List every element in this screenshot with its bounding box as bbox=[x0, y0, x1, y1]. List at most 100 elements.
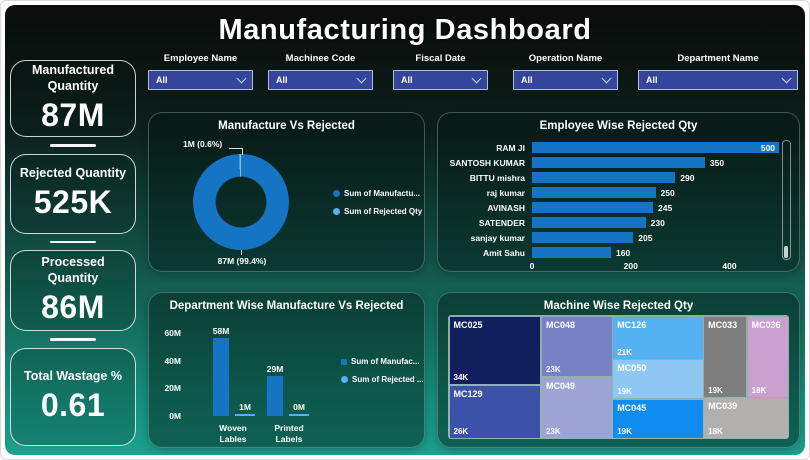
donut-chart[interactable] bbox=[193, 154, 289, 250]
category-label: SANTOSH KUMAR bbox=[449, 157, 525, 168]
treemap-tile-mc039[interactable]: MC039 18K bbox=[704, 398, 788, 438]
tile-value: 19K bbox=[617, 387, 632, 396]
value-label: 205 bbox=[638, 232, 653, 243]
leader-line bbox=[241, 250, 243, 255]
bar-row: sanjay kumar 205 bbox=[448, 230, 782, 245]
legend-label: Sum of Rejected Qty bbox=[344, 207, 423, 216]
legend-label: Sum of Rejected ... bbox=[352, 375, 424, 384]
chevron-down-icon[interactable] bbox=[601, 73, 612, 84]
legend-item-manufacture[interactable]: Sum of Manufac... bbox=[341, 357, 424, 366]
treemap-tile-mc033[interactable]: MC033 19K bbox=[704, 316, 747, 397]
value-label: 58M bbox=[212, 326, 230, 336]
treemap-tile-mc045[interactable]: MC045 19K bbox=[613, 399, 703, 438]
donut-slice-label-rejected: 1M (0.6%) bbox=[183, 139, 223, 149]
tile-value: 26K bbox=[453, 426, 469, 436]
legend-item-manufacture[interactable]: Sum of Manufactu... bbox=[333, 189, 422, 198]
bar-row: BITTU mishra 290 bbox=[448, 170, 782, 185]
rejected-column[interactable] bbox=[235, 414, 255, 416]
column-group-printed: 29M 0M bbox=[267, 326, 309, 416]
legend-item-rejected[interactable]: Sum of Rejected Qty bbox=[333, 207, 422, 216]
tile-label: MC129 bbox=[453, 388, 483, 399]
treemap-tile-mc025[interactable]: MC025 34K bbox=[449, 316, 541, 385]
bar-row: AVINASH 245 bbox=[448, 200, 782, 215]
tile-label: MC048 bbox=[545, 319, 575, 330]
x-axis-tick: 200 bbox=[623, 261, 638, 271]
panel-title: Machine Wise Rejected Qty bbox=[543, 300, 694, 312]
bar-row: SANTOSH KUMAR 350 bbox=[448, 155, 782, 170]
y-axis-tick: 60M bbox=[164, 327, 181, 338]
bar[interactable]: 500 bbox=[532, 142, 780, 153]
tile-label: MC036 bbox=[751, 319, 781, 330]
tile-value: 18K bbox=[708, 426, 723, 436]
tile-label: MC039 bbox=[708, 401, 738, 412]
rejected-column[interactable] bbox=[289, 414, 309, 416]
value-label: 245 bbox=[658, 202, 673, 213]
treemap-tile-mc050[interactable]: MC050 19K bbox=[613, 360, 703, 398]
tile-value: 19K bbox=[617, 426, 632, 436]
y-axis-tick: 40M bbox=[164, 355, 181, 366]
category-label: AVINASH bbox=[487, 202, 525, 213]
category-label: BITTU mishra bbox=[469, 172, 525, 183]
filter-operation-name: Operation Name All bbox=[513, 53, 618, 90]
bar[interactable] bbox=[532, 187, 656, 198]
bar[interactable] bbox=[532, 232, 634, 243]
category-label: RAM JI bbox=[496, 142, 525, 153]
kpi-card-manufactured-quantity: Manufactured Quantity 87M bbox=[10, 60, 136, 137]
chevron-down-icon[interactable] bbox=[236, 73, 247, 84]
dropdown-value: All bbox=[156, 75, 168, 85]
treemap-tile-mc126[interactable]: MC126 21K bbox=[613, 316, 703, 359]
kpi-card-total-wastage: Total Wastage % 0.61 bbox=[10, 347, 136, 446]
value-label: 0M bbox=[293, 402, 305, 412]
employee-rejected-qty-panel: Employee Wise Rejected Qty RAM JI 500 SA… bbox=[437, 112, 800, 272]
dropdown-value: All bbox=[646, 75, 658, 85]
value-label: 290 bbox=[680, 172, 695, 183]
x-axis-categories: Woven Lables Printed Labels bbox=[189, 423, 311, 445]
fiscal-date-dropdown[interactable]: All bbox=[393, 70, 488, 90]
legend-item-rejected[interactable]: Sum of Rejected ... bbox=[341, 375, 424, 384]
filter-fiscal-date: Fiscal Date All bbox=[393, 53, 488, 90]
kpi-label: Manufactured Quantity bbox=[32, 62, 114, 93]
category-label: sanjay kumar bbox=[470, 232, 525, 243]
legend-marker bbox=[333, 208, 340, 215]
category-label: Printed Labels bbox=[274, 423, 304, 445]
manufacture-vs-rejected-panel: Manufacture Vs Rejected 1M (0.6%) 87M (9… bbox=[148, 112, 425, 272]
department-legend: Sum of Manufac... Sum of Rejected ... bbox=[341, 357, 424, 384]
value-label: 1M bbox=[239, 402, 251, 412]
manufacture-column[interactable] bbox=[267, 375, 283, 416]
treemap-tile-mc048[interactable]: MC048 23K bbox=[541, 316, 612, 377]
scrollbar[interactable] bbox=[782, 140, 791, 260]
filter-label: Fiscal Date bbox=[415, 53, 466, 64]
operation-name-dropdown[interactable]: All bbox=[513, 70, 618, 90]
treemap-tile-mc129[interactable]: MC129 26K bbox=[449, 385, 541, 438]
kpi-divider bbox=[50, 144, 96, 147]
filter-employee-name: Employee Name All bbox=[148, 53, 253, 90]
legend-label: Sum of Manufac... bbox=[351, 357, 420, 366]
bar[interactable] bbox=[532, 172, 676, 183]
bar-row: raj kumar 250 bbox=[448, 185, 782, 200]
value-label: 29M bbox=[266, 363, 284, 374]
employee-name-dropdown[interactable]: All bbox=[148, 70, 253, 90]
treemap-tile-mc036[interactable]: MC036 18K bbox=[747, 316, 788, 397]
machinee-code-dropdown[interactable]: All bbox=[268, 70, 373, 90]
treemap-tile-mc049[interactable]: MC049 23K bbox=[541, 377, 612, 438]
bar[interactable] bbox=[532, 247, 612, 258]
value-label: 160 bbox=[616, 247, 631, 258]
legend-marker bbox=[341, 358, 347, 365]
y-axis-tick: 20M bbox=[164, 383, 181, 394]
kpi-label: Rejected Quantity bbox=[19, 165, 127, 180]
tile-label: MC050 bbox=[617, 363, 647, 373]
bar-row: RAM JI 500 bbox=[448, 140, 782, 155]
kpi-card-processed-quantity: Processed Quantity 86M bbox=[10, 250, 136, 331]
chevron-down-icon[interactable] bbox=[356, 73, 367, 84]
scrollbar-thumb[interactable] bbox=[783, 246, 788, 258]
chevron-down-icon[interactable] bbox=[781, 73, 792, 84]
bar[interactable] bbox=[532, 157, 705, 168]
chevron-down-icon[interactable] bbox=[471, 73, 482, 84]
value-label: 230 bbox=[650, 217, 665, 228]
x-axis-tick: 0 bbox=[529, 261, 535, 271]
department-name-dropdown[interactable]: All bbox=[638, 70, 798, 90]
manufacture-column[interactable] bbox=[213, 338, 229, 416]
column-group-woven: 58M 1M bbox=[213, 326, 255, 416]
bar[interactable] bbox=[532, 217, 646, 228]
bar[interactable] bbox=[532, 202, 654, 213]
